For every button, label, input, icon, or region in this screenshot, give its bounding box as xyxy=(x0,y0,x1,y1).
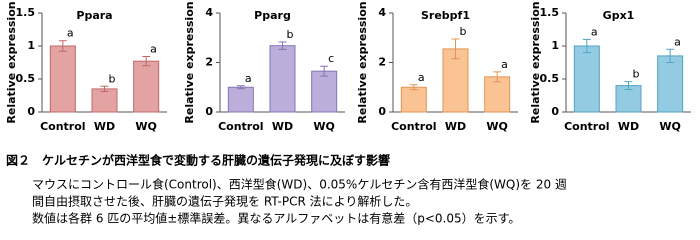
y-tick-label: 1.5 xyxy=(540,6,560,19)
caption-line: 間自由摂取させた後、肝臓の遺伝子発現を RT-PCR 法により解析した。 xyxy=(32,194,417,209)
error-bar xyxy=(666,48,675,63)
x-tick-label: WQ xyxy=(135,120,156,133)
y-tick-label: 1.5 xyxy=(16,6,36,19)
error-bar xyxy=(493,71,502,83)
error-bar xyxy=(624,81,633,91)
significance-letter: b xyxy=(633,68,640,81)
bar xyxy=(133,60,160,113)
bar xyxy=(49,45,76,113)
bar xyxy=(269,45,296,113)
x-tick-label: WD xyxy=(94,120,115,133)
significance-letter: b xyxy=(287,28,294,41)
chart-title: Gpx1 xyxy=(603,9,635,22)
x-tick-label: Control xyxy=(40,120,85,133)
y-tick-label: 4 xyxy=(205,6,213,19)
caption-line: 数値は各群 6 匹の平均値±標準誤差。異なるアルファベットは有意差（p<0.05… xyxy=(32,211,520,226)
y-tick-label: 1 xyxy=(551,39,559,52)
y-axis-label: Relative expression xyxy=(356,1,369,123)
bar xyxy=(484,76,511,113)
y-tick-label: 2 xyxy=(378,56,386,69)
significance-letter: a xyxy=(67,27,74,40)
x-tick-label: WQ xyxy=(486,120,507,133)
y-tick-label: 0.5 xyxy=(540,72,560,85)
significance-letter: b xyxy=(109,72,116,85)
chart-title: Pparg xyxy=(254,9,291,22)
significance-letter: a xyxy=(501,58,508,71)
bar xyxy=(657,55,684,113)
bar xyxy=(400,86,427,113)
error-bar xyxy=(278,41,287,50)
error-bar xyxy=(582,38,591,54)
error-bar xyxy=(409,84,418,91)
error-bar xyxy=(100,85,109,93)
y-tick-label: 2 xyxy=(205,56,213,69)
y-axis-label: Relative expression xyxy=(183,1,196,123)
x-tick-label: WD xyxy=(272,120,293,133)
x-tick-label: Control xyxy=(218,120,263,133)
significance-letter: b xyxy=(460,25,467,38)
x-tick-label: Control xyxy=(564,120,609,133)
chart-title: Ppara xyxy=(76,9,112,22)
y-tick-label: 0.5 xyxy=(16,72,36,85)
y-tick-label: 0 xyxy=(205,105,213,118)
significance-letter: a xyxy=(150,43,157,56)
y-axis-label: Relative expression xyxy=(5,1,18,123)
caption-title: 図２ ケルセチンが西洋型食で変動する肝臓の遺伝子発現に及ぼす影響 xyxy=(6,153,390,168)
y-tick-label: 1 xyxy=(27,39,35,52)
bar xyxy=(573,45,600,113)
x-tick-label: WQ xyxy=(659,120,680,133)
x-tick-label: WD xyxy=(618,120,639,133)
bar xyxy=(311,70,338,113)
error-bar xyxy=(142,56,151,67)
error-bar xyxy=(320,65,329,77)
x-tick-label: WD xyxy=(445,120,466,133)
y-tick-label: 0 xyxy=(551,105,559,118)
bar xyxy=(91,88,118,113)
y-tick-label: 4 xyxy=(378,6,386,19)
significance-letter: c xyxy=(328,52,334,65)
y-axis-label: Relative expression xyxy=(529,1,542,123)
y-tick-label: 0 xyxy=(27,105,35,118)
chart-title: Srebpf1 xyxy=(421,9,470,22)
significance-letter: a xyxy=(245,72,252,85)
significance-letter: a xyxy=(674,35,681,48)
error-bar xyxy=(58,40,67,52)
bar xyxy=(227,86,254,113)
significance-letter: a xyxy=(591,25,598,38)
error-bar xyxy=(451,38,460,60)
error-bar xyxy=(236,85,245,90)
significance-letter: a xyxy=(418,71,425,84)
x-tick-label: Control xyxy=(391,120,436,133)
caption-line: マウスにコントロール食(Control)、西洋型食(WD)、0.05%ケルセチン… xyxy=(32,177,567,192)
x-tick-label: WQ xyxy=(313,120,334,133)
y-tick-label: 0 xyxy=(378,105,386,118)
